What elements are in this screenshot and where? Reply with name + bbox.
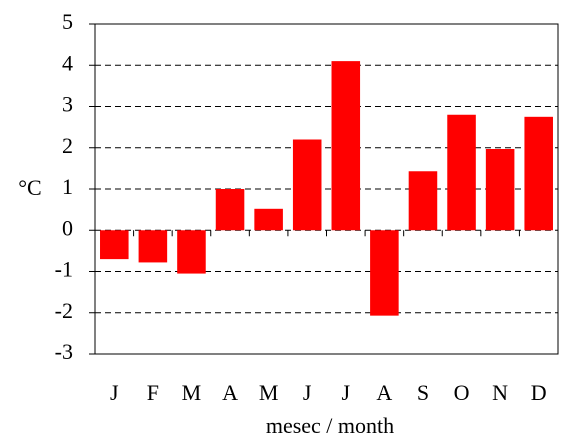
x-tick-label: M xyxy=(259,380,279,405)
bar xyxy=(408,171,438,231)
y-tick-label: 2 xyxy=(62,133,73,158)
x-tick-label: F xyxy=(147,380,159,405)
bar xyxy=(138,230,168,263)
bar xyxy=(292,139,322,231)
bar xyxy=(215,189,245,231)
y-tick-label: 5 xyxy=(62,9,73,34)
bar xyxy=(177,230,206,274)
y-tick-label: -3 xyxy=(55,339,73,364)
x-tick-label: D xyxy=(531,380,547,405)
bar xyxy=(485,148,515,231)
y-tick-label: -1 xyxy=(55,257,73,282)
y-axis-label: °C xyxy=(18,175,41,200)
y-tick-label: 4 xyxy=(62,50,73,75)
x-tick-label: M xyxy=(182,380,202,405)
plot-frame xyxy=(94,23,559,355)
bar xyxy=(254,208,283,231)
bar xyxy=(100,230,129,260)
x-tick-label: J xyxy=(303,380,312,405)
x-tick-label: J xyxy=(110,380,119,405)
y-tick-label: 0 xyxy=(62,215,73,240)
x-axis-label: mesec / month xyxy=(266,413,394,438)
x-tick-label: A xyxy=(222,380,238,405)
bar xyxy=(370,230,399,316)
bar xyxy=(524,116,553,231)
x-tick-label: A xyxy=(376,380,392,405)
y-tick-label: -2 xyxy=(55,298,73,323)
y-tick-label: 1 xyxy=(62,174,73,199)
x-tick-label: S xyxy=(417,380,429,405)
bar xyxy=(331,61,361,231)
x-tick-label: O xyxy=(454,380,470,405)
x-tick-label: N xyxy=(492,380,508,405)
x-tick-label: J xyxy=(342,380,351,405)
bar xyxy=(447,114,476,231)
y-tick-label: 3 xyxy=(62,92,73,117)
